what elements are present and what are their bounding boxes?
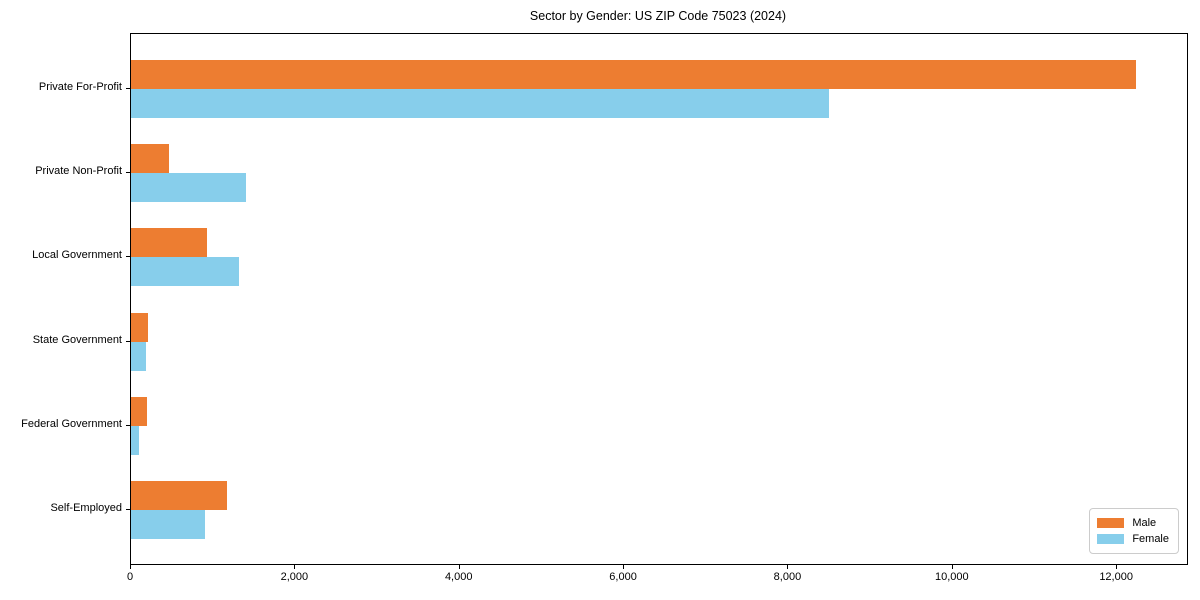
- plot-area: Male Female: [130, 33, 1188, 565]
- y-tick: [126, 340, 130, 342]
- legend-swatch-female: [1097, 534, 1125, 544]
- x-tick: [294, 565, 296, 569]
- x-tick: [623, 565, 625, 569]
- legend-item-female: Female: [1097, 531, 1169, 547]
- y-tick-label: Self-Employed: [50, 501, 122, 514]
- bar-male-3: [131, 312, 149, 342]
- y-tick: [126, 508, 130, 510]
- x-tick: [787, 565, 789, 569]
- bar-male-5: [131, 480, 228, 510]
- x-tick: [951, 565, 953, 569]
- x-tick-label: 12,000: [1099, 571, 1133, 583]
- x-tick: [130, 565, 131, 569]
- bar-female-2: [131, 257, 239, 287]
- x-tick-label: 4,000: [444, 571, 473, 583]
- legend-item-male: Male: [1097, 515, 1169, 531]
- x-tick-label: 6,000: [609, 571, 637, 583]
- legend-label: Male: [1132, 517, 1157, 529]
- legend-swatch-male: [1097, 518, 1125, 528]
- bar-female-4: [131, 425, 139, 455]
- bar-female-5: [131, 509, 206, 539]
- y-tick: [126, 172, 130, 174]
- y-tick-label: Federal Government: [21, 417, 122, 430]
- x-tick: [458, 565, 460, 569]
- bar-female-1: [131, 173, 247, 203]
- chart-title: Sector by Gender: US ZIP Code 75023 (202…: [529, 9, 787, 23]
- y-tick: [126, 256, 130, 258]
- bar-female-0: [131, 89, 829, 119]
- x-tick-label: 8,000: [773, 571, 802, 583]
- bar-male-1: [131, 144, 169, 174]
- bar-female-3: [131, 341, 147, 371]
- legend: Male Female: [1089, 508, 1179, 554]
- bar-male-4: [131, 396, 148, 426]
- x-tick-label: 10,000: [934, 571, 969, 583]
- bar-male-2: [131, 228, 208, 258]
- y-tick: [126, 424, 130, 426]
- bar-male-0: [131, 60, 1137, 90]
- x-tick-label: 0: [126, 571, 134, 583]
- x-tick: [1116, 565, 1118, 569]
- legend-label: Female: [1132, 533, 1169, 545]
- y-tick-label: Private Non-Profit: [35, 165, 122, 178]
- y-tick: [126, 88, 130, 90]
- y-tick-label: State Government: [32, 333, 122, 346]
- y-tick-label: Local Government: [32, 249, 122, 262]
- y-tick-label: Private For-Profit: [38, 81, 122, 94]
- x-tick-label: 2,000: [280, 571, 309, 583]
